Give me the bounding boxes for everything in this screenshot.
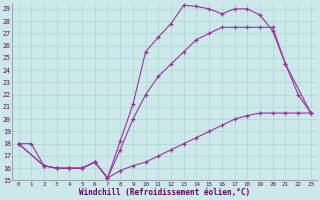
X-axis label: Windchill (Refroidissement éolien,°C): Windchill (Refroidissement éolien,°C) — [79, 188, 250, 197]
